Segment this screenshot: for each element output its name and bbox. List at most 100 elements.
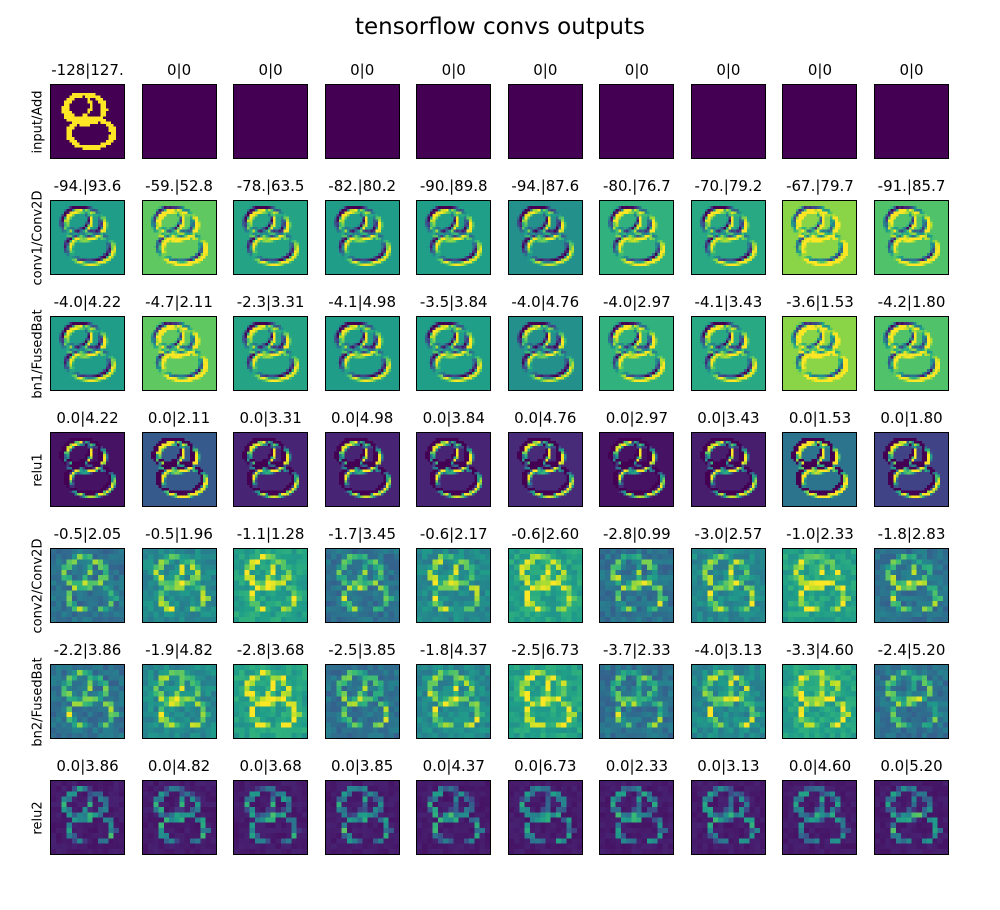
heatmap-cell <box>275 85 279 88</box>
heatmap-cell <box>438 100 441 104</box>
heatmap-cell <box>74 150 78 153</box>
heatmap-cell <box>147 139 151 143</box>
heatmap-cell <box>291 105 295 109</box>
heatmap-cell <box>84 113 88 117</box>
heatmap-cell <box>74 152 78 156</box>
heatmap-cell <box>576 105 580 109</box>
heatmap-cell <box>291 92 295 96</box>
heatmap-cell <box>252 144 256 148</box>
heatmap-cell <box>485 124 488 127</box>
heatmap-cell <box>294 124 297 127</box>
heatmap-cell <box>600 92 604 96</box>
heatmap-cell <box>385 113 389 117</box>
heatmap-cell <box>288 90 292 93</box>
heatmap-cell <box>273 85 276 88</box>
heatmap-cell <box>383 124 386 127</box>
heatmap-cell <box>299 134 302 138</box>
heatmap-cell <box>445 152 449 156</box>
heatmap-cell <box>118 131 122 135</box>
heatmap-cell <box>527 105 530 109</box>
heatmap-cell <box>108 134 112 138</box>
heatmap-cell <box>427 137 431 140</box>
heatmap-cell <box>435 121 439 125</box>
heatmap-cell <box>152 92 156 96</box>
heatmap-cell <box>453 147 457 151</box>
heatmap-cell <box>343 87 347 91</box>
heatmap-cell <box>262 103 266 106</box>
heatmap-cell <box>388 129 391 132</box>
heatmap-cell <box>152 155 156 158</box>
heatmap-cell <box>192 95 195 99</box>
heatmap-cell <box>97 152 101 156</box>
heatmap-cell <box>385 134 389 138</box>
heatmap-cell <box>453 95 457 99</box>
heatmap-cell <box>291 87 295 91</box>
heatmap-cell <box>477 105 480 109</box>
heatmap-cell <box>445 100 449 104</box>
heatmap-cell <box>58 139 62 143</box>
heatmap-cell <box>471 152 475 156</box>
heatmap-cell <box>508 100 512 104</box>
heatmap-cell <box>563 90 567 93</box>
heatmap-cell <box>629 108 632 112</box>
heatmap-cell <box>296 150 300 153</box>
heatmap-cell <box>90 150 93 153</box>
heatmap-cell <box>105 92 109 96</box>
heatmap-cell <box>234 155 237 158</box>
heatmap-cell <box>487 105 491 109</box>
heatmap-cell <box>471 142 475 146</box>
heatmap-cell <box>427 111 431 114</box>
heatmap-cell <box>448 131 452 135</box>
heatmap-cell <box>168 108 172 112</box>
heatmap-cell <box>532 116 535 119</box>
heatmap-cell <box>95 142 98 146</box>
heatmap-cell <box>425 100 428 104</box>
heatmap-cell <box>262 113 266 117</box>
heatmap-cell <box>265 85 269 88</box>
heatmap-cell <box>377 103 381 106</box>
heatmap-cell <box>602 100 606 104</box>
heatmap-cell <box>359 129 363 132</box>
heatmap-cell <box>252 87 256 91</box>
heatmap-cell <box>519 105 522 109</box>
heatmap-cell <box>268 103 271 106</box>
heatmap-cell <box>283 103 287 106</box>
heatmap-cell <box>61 124 65 127</box>
heatmap-cell <box>113 105 117 109</box>
heatmap-cell <box>432 85 436 88</box>
heatmap-cell <box>299 126 302 130</box>
heatmap-cell <box>241 108 245 112</box>
heatmap-cell <box>644 95 648 99</box>
heatmap-cell <box>199 118 203 122</box>
heatmap-cell <box>113 87 117 91</box>
heatmap-cell <box>367 139 371 143</box>
heatmap-cell <box>202 87 206 91</box>
heatmap-cell <box>64 131 67 135</box>
heatmap-cell <box>639 85 643 88</box>
heatmap-cell <box>427 139 431 143</box>
heatmap-cell <box>346 144 350 148</box>
heatmap-cell <box>660 103 663 106</box>
heatmap-cell <box>265 105 269 109</box>
heatmap-cell <box>540 126 543 130</box>
heatmap-cell <box>527 100 530 104</box>
heatmap-cell <box>417 108 420 112</box>
heatmap-cell <box>69 134 72 138</box>
heatmap-cell <box>249 105 253 109</box>
heatmap-cell <box>150 116 154 119</box>
heatmap-cell <box>82 137 85 140</box>
heatmap-cell <box>56 139 59 143</box>
heatmap-cell <box>558 134 561 138</box>
heatmap-cell <box>53 95 57 99</box>
heatmap-cell <box>573 129 577 132</box>
heatmap-cell <box>249 87 253 91</box>
heatmap-cell <box>74 139 78 143</box>
heatmap-cell <box>644 108 648 112</box>
heatmap-cell <box>53 129 57 132</box>
heatmap-cell <box>286 150 289 153</box>
heatmap-cell <box>176 113 180 117</box>
heatmap-cell <box>166 142 169 146</box>
heatmap-cell <box>610 95 614 99</box>
heatmap-cell <box>105 155 109 158</box>
heatmap-cell <box>341 134 344 138</box>
